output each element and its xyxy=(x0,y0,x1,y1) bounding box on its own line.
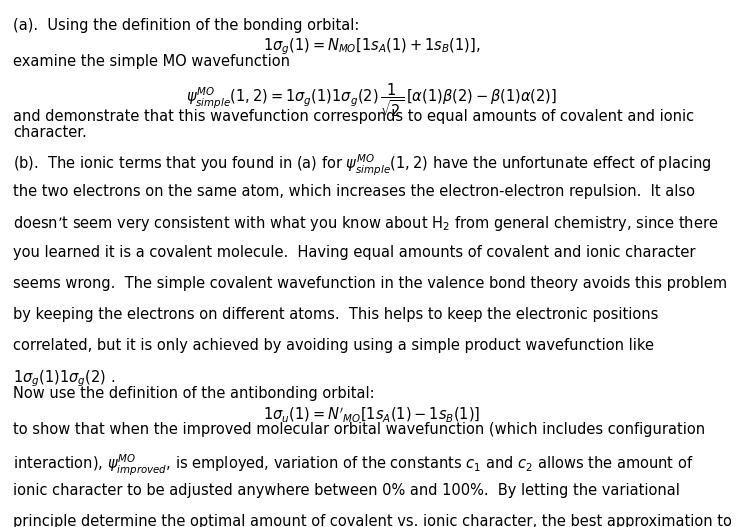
Text: $1\sigma_g(1) = N_{MO}[1s_A(1) + 1s_B(1)],$: $1\sigma_g(1) = N_{MO}[1s_A(1) + 1s_B(1)… xyxy=(263,37,481,57)
Text: seems wrong.  The simple covalent wavefunction in the valence bond theory avoids: seems wrong. The simple covalent wavefun… xyxy=(13,276,728,291)
Text: character.: character. xyxy=(13,125,87,140)
Text: doesn’t seem very consistent with what you know about $\mathrm{H}_2$ from genera: doesn’t seem very consistent with what y… xyxy=(13,214,719,233)
Text: examine the simple MO wavefunction: examine the simple MO wavefunction xyxy=(13,54,290,69)
Text: Now use the definition of the antibonding orbital:: Now use the definition of the antibondin… xyxy=(13,386,375,401)
Text: to show that when the improved molecular orbital wavefunction (which includes co: to show that when the improved molecular… xyxy=(13,422,705,436)
Text: ionic character to be adjusted anywhere between 0% and 100%.  By letting the var: ionic character to be adjusted anywhere … xyxy=(13,483,680,498)
Text: the two electrons on the same atom, which increases the electron-electron repuls: the two electrons on the same atom, whic… xyxy=(13,184,696,199)
Text: interaction), $\psi^{MO}_{improved}$, is employed, variation of the constants $c: interaction), $\psi^{MO}_{improved}$, is… xyxy=(13,452,694,477)
Text: (a).  Using the definition of the bonding orbital:: (a). Using the definition of the bonding… xyxy=(13,18,360,33)
Text: $\psi^{MO}_{simple}(1,2) = 1\sigma_g(1)1\sigma_g(2)\,\dfrac{1}{\sqrt{2}}\,[\alph: $\psi^{MO}_{simple}(1,2) = 1\sigma_g(1)1… xyxy=(187,82,557,119)
Text: (b).  The ionic terms that you found in (a) for $\psi^{MO}_{simple}(1,2)$ have t: (b). The ionic terms that you found in (… xyxy=(13,153,712,178)
Text: and demonstrate that this wavefunction corresponds to equal amounts of covalent : and demonstrate that this wavefunction c… xyxy=(13,109,694,124)
Text: you learned it is a covalent molecule.  Having equal amounts of covalent and ion: you learned it is a covalent molecule. H… xyxy=(13,246,696,260)
Text: correlated, but it is only achieved by avoiding using a simple product wavefunct: correlated, but it is only achieved by a… xyxy=(13,338,655,353)
Text: $1\sigma_u(1) = N'_{MO}[1s_A(1) - 1s_B(1)]$: $1\sigma_u(1) = N'_{MO}[1s_A(1) - 1s_B(1… xyxy=(263,405,481,424)
Text: by keeping the electrons on different atoms.  This helps to keep the electronic : by keeping the electrons on different at… xyxy=(13,307,658,322)
Text: $1\sigma_g(1)1\sigma_g(2)$ .: $1\sigma_g(1)1\sigma_g(2)$ . xyxy=(13,369,115,389)
Text: principle determine the optimal amount of covalent vs. ionic character, the best: principle determine the optimal amount o… xyxy=(13,514,732,527)
